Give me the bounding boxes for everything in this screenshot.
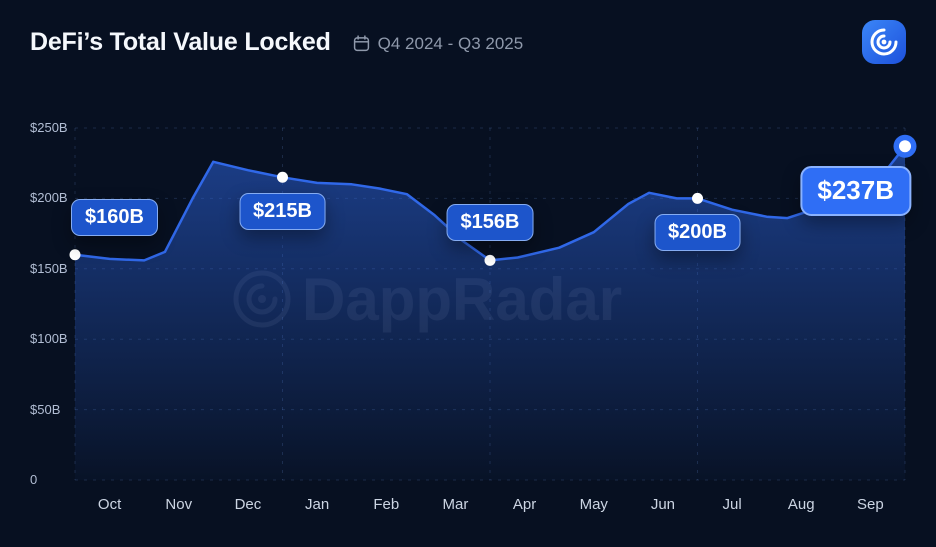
- data-point: [484, 254, 496, 266]
- x-axis-label: Jan: [304, 496, 330, 513]
- y-axis-label: $150B: [30, 260, 68, 276]
- x-axis-label: Apr: [512, 496, 537, 513]
- period: Q4 2024 - Q3 2025: [353, 33, 524, 54]
- x-axis-label: Mar: [442, 496, 469, 513]
- x-axis-label: Feb: [373, 496, 400, 513]
- area-fill: [75, 146, 905, 481]
- x-axis-label: Oct: [97, 496, 122, 513]
- data-point: [899, 140, 911, 153]
- y-axis-label: $100B: [30, 331, 68, 347]
- y-axis-label: $250B: [30, 120, 68, 135]
- period-label: Q4 2024 - Q3 2025: [377, 33, 524, 53]
- x-axis-label: Dec: [234, 496, 262, 513]
- x-axis: Oct Nov Dec Jan Feb Mar Apr May Jun Jul Aug Sep: [0, 496, 936, 522]
- x-axis-label: Jul: [722, 496, 742, 513]
- y-axis-label: $50B: [30, 401, 61, 417]
- data-point: [277, 171, 288, 183]
- header: DeFi’s Total Value Locked Q4 2024 - Q3 2…: [0, 0, 936, 70]
- data-point: [69, 249, 81, 261]
- calendar-icon: [353, 35, 369, 52]
- dappradar-logo-icon: [862, 20, 906, 64]
- x-axis-label: May: [579, 496, 608, 513]
- dappradar-logo: [862, 20, 906, 64]
- x-axis-label: Sep: [857, 496, 884, 513]
- page-title: DeFi’s Total Value Locked: [30, 27, 331, 56]
- y-axis-label: $200B: [30, 190, 68, 206]
- y-axis: $250B $200B $150B $100B $50B 0: [30, 0, 90, 547]
- x-axis-label: Nov: [165, 496, 193, 513]
- x-axis-label: Jun: [650, 496, 675, 513]
- x-axis-label: Aug: [787, 496, 815, 513]
- data-point: [692, 192, 703, 204]
- y-axis-label: 0: [30, 472, 38, 487]
